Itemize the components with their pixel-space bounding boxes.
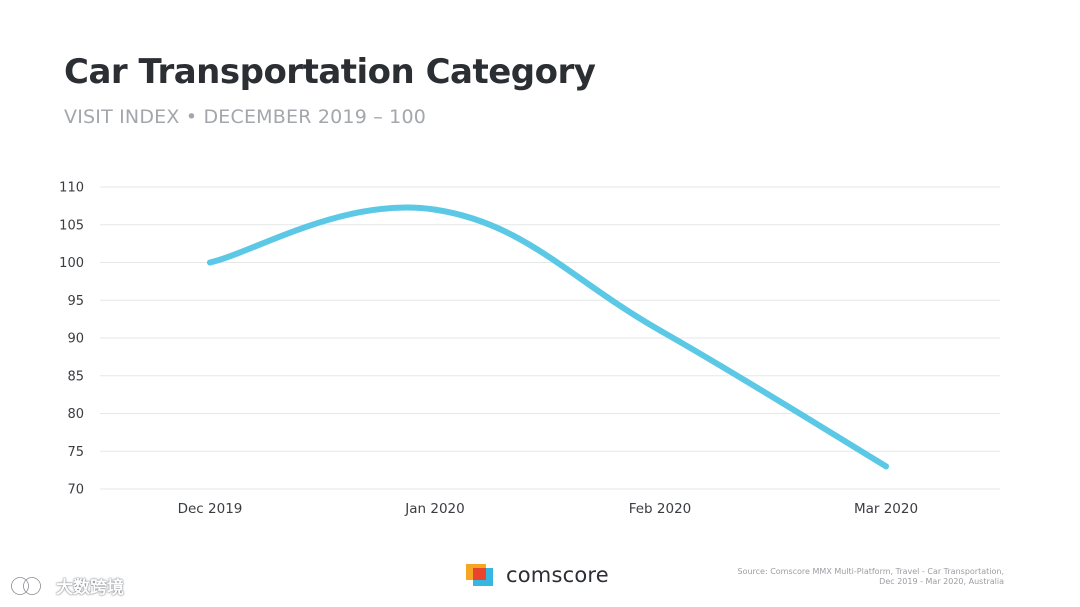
y-tick-label: 75 [67,445,84,460]
y-tick-label: 80 [67,407,84,422]
data-point [432,206,438,213]
series-line [207,204,889,470]
data-point [207,259,213,266]
chart-subtitle: VISIT INDEX • DECEMBER 2019 – 100 [64,106,427,128]
data-point [657,327,663,334]
x-axis-ticks: Dec 2019 Jan 2020 Feb 2020 Mar 2020 [178,501,918,517]
comscore-logo: comscore [464,562,609,588]
x-tick-label: Dec 2019 [178,501,243,517]
x-tick-label: Feb 2020 [629,501,692,517]
x-tick-label: Mar 2020 [854,501,918,517]
logo-text: comscore [506,563,609,587]
chart-title: Car Transportation Category [64,52,596,92]
y-tick-label: 95 [67,294,84,309]
y-tick-label: 90 [67,332,84,347]
source-line-2: Dec 2019 - Mar 2020, Australia [879,577,1004,586]
y-tick-label: 85 [67,369,84,384]
x-tick-label: Jan 2020 [404,501,464,517]
comscore-logo-icon [466,564,493,586]
y-tick-label: 100 [59,256,84,271]
source-note: Source: Comscore MMX Multi-Platform, Tra… [674,567,1004,587]
y-tick-label: 105 [59,218,84,233]
y-axis-ticks: 110 105 100 95 90 85 80 75 70 [59,181,84,498]
source-line-1: Source: Comscore MMX Multi-Platform, Tra… [737,567,1004,576]
data-point [883,463,889,470]
watermark-text: 大数跨境 [56,578,124,598]
series-layer [207,204,889,470]
grid-lines [100,186,1000,490]
y-tick-label: 110 [59,181,84,196]
watermark: 大数跨境 [10,573,124,598]
line-chart: 110 105 100 95 90 85 80 75 70 Dec 2019 Jan 2020 Fe… [59,181,1000,517]
watermark-icon [11,576,41,595]
y-tick-label: 70 [67,483,84,498]
